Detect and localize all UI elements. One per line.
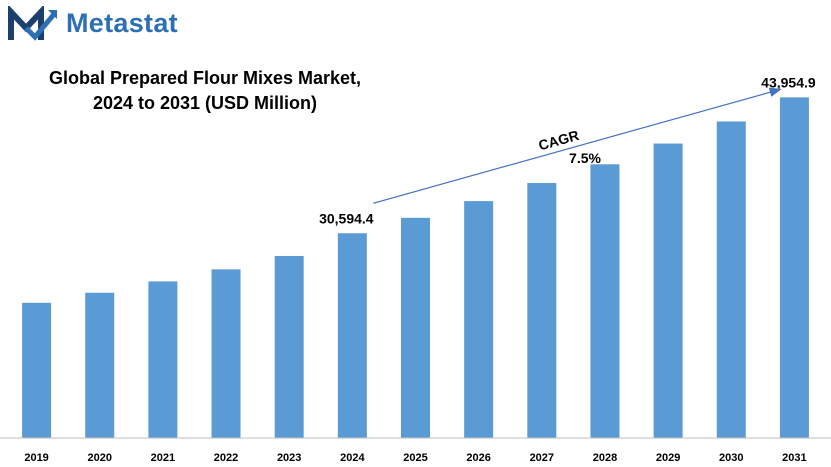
data-label-2031: 43,954.9 [761, 74, 816, 90]
bar-2020 [85, 292, 115, 438]
bar-2025 [401, 217, 430, 438]
x-tick-2024: 2024 [340, 452, 365, 464]
x-tick-2025: 2025 [403, 452, 427, 464]
cagr-value: 7.5% [569, 150, 601, 166]
bar-2019 [22, 302, 52, 438]
brand-name: Metastat [66, 8, 178, 38]
x-tick-2027: 2027 [530, 452, 554, 464]
bar-2024 [337, 233, 367, 438]
x-tick-2022: 2022 [214, 452, 238, 464]
x-tick-2026: 2026 [466, 452, 490, 464]
chart-title-line-2: 2024 to 2031 (USD Million) [92, 93, 318, 113]
bar-2026 [464, 201, 494, 438]
cagr-arrow [373, 87, 782, 204]
x-tick-2029: 2029 [656, 452, 680, 464]
bar-2031 [779, 97, 809, 438]
metastat-logo-icon [8, 6, 57, 41]
x-tick-2020: 2020 [87, 452, 111, 464]
bar-2027 [527, 183, 557, 438]
bar-2028 [590, 164, 620, 439]
data-label-2024: 30,594.4 [319, 210, 374, 226]
x-tick-2019: 2019 [24, 452, 48, 464]
bar-2029 [653, 143, 683, 439]
bar-2022 [211, 269, 241, 438]
bar-2023 [274, 255, 304, 438]
x-tick-2030: 2030 [719, 452, 743, 464]
bar-2021 [148, 281, 178, 438]
metastat-logo: Metastat [8, 6, 228, 46]
bar-2030 [716, 121, 746, 438]
chart-title-line-1: Global Prepared Flour Mixes Market, [48, 68, 362, 88]
x-tick-2023: 2023 [277, 452, 301, 464]
x-tick-2031: 2031 [782, 452, 806, 464]
x-tick-2028: 2028 [593, 452, 617, 464]
x-tick-2021: 2021 [151, 452, 175, 464]
